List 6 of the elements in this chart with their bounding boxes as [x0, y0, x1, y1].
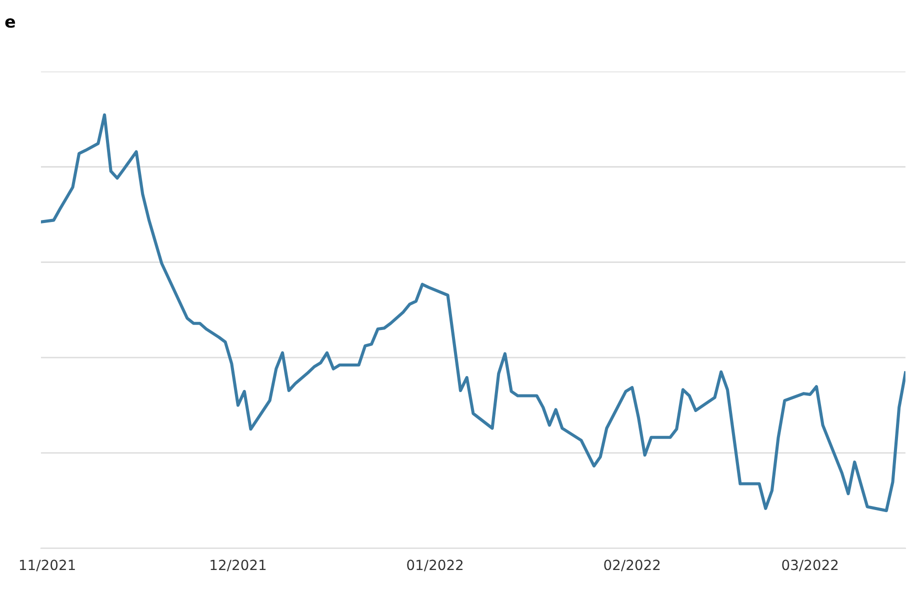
x-tick-label: 01/2022 [407, 560, 463, 572]
x-tick-label: 03/2022 [782, 560, 838, 572]
x-tick-label: 11/2021 [20, 560, 75, 572]
x-tick-label: 02/2022 [604, 560, 660, 572]
chart-title: e [5, 18, 16, 28]
x-tick-label: 12/2021 [210, 560, 266, 572]
